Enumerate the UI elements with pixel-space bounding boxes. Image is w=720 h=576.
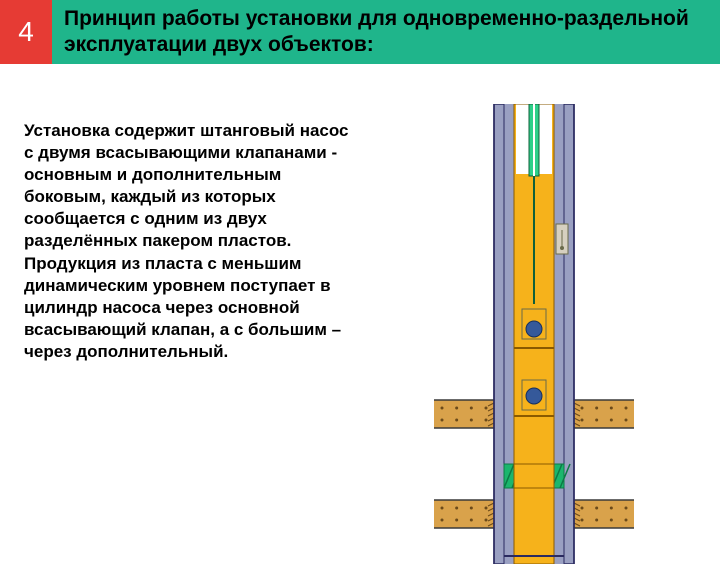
well-diagram (434, 104, 634, 564)
slide-title: Принцип работы установки для одновременн… (52, 0, 720, 64)
slide-header: 4 Принцип работы установки для одновреме… (0, 0, 720, 64)
description-text: Установка содержит штанговый насос с дву… (24, 104, 352, 564)
slide-body: Установка содержит штанговый насос с дву… (0, 64, 720, 576)
slide-number: 4 (0, 0, 52, 64)
diagram-container (372, 104, 696, 564)
